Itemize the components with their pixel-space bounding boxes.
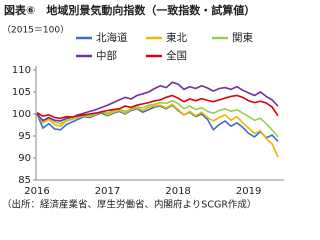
legend-label: 全国 (166, 49, 187, 62)
series-line (36, 94, 279, 120)
legend-label: 東北 (166, 31, 187, 44)
chart: 図表⑥ 地域別景気動向指数（一致指数・試算値） （2015＝100） （出所：経… (2, 3, 284, 211)
y-tick-label: 105 (12, 87, 31, 98)
x-tick-label: 2019 (236, 186, 261, 197)
series-line (36, 104, 279, 142)
unit-note: （2015＝100） (2, 25, 69, 36)
y-tick-label: 90 (18, 153, 31, 164)
legend-label: 中部 (96, 49, 117, 62)
y-tick-label: 95 (18, 131, 31, 142)
y-tick-label: 100 (12, 109, 31, 120)
series-line (36, 81, 279, 122)
chart-title: 図表⑥ 地域別景気動向指数（一致指数・試算値） (4, 3, 255, 17)
y-tick-label: 110 (12, 65, 31, 76)
y-tick-label: 85 (18, 175, 31, 186)
x-tick-label: 2018 (165, 186, 190, 197)
x-tick-label: 2017 (95, 186, 120, 197)
legend-label: 関東 (232, 31, 253, 44)
legend-label: 北海道 (96, 31, 128, 44)
series-line (36, 99, 279, 138)
source: （出所：経済産業省、厚生労働省、内閣府よりSCGR作成） (2, 199, 256, 211)
x-tick-label: 2016 (24, 186, 49, 197)
